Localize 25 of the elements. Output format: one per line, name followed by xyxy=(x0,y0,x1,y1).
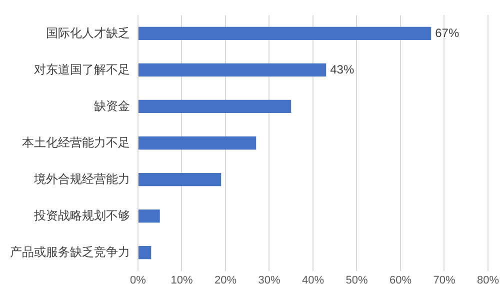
bar xyxy=(138,136,256,150)
bar xyxy=(138,172,222,186)
x-tick-label: 50% xyxy=(346,274,368,286)
y-tick-label: 国际化人才缺乏 xyxy=(46,26,130,40)
data-label: 67% xyxy=(435,26,460,40)
y-tick-label: 对东道国了解不足 xyxy=(34,62,130,76)
y-tick-label: 缺资金 xyxy=(94,98,130,113)
x-tick-label: 10% xyxy=(170,274,193,286)
x-tick-label: 40% xyxy=(302,274,324,286)
bar xyxy=(138,209,160,223)
data-label: 43% xyxy=(330,62,354,76)
x-tick-label: 80% xyxy=(476,274,500,286)
y-tick-label: 投资战略规划不够 xyxy=(33,208,130,222)
x-tick-label: 0% xyxy=(130,274,146,286)
x-tick-label: 20% xyxy=(214,274,237,286)
x-tick-label: 60% xyxy=(389,274,412,286)
y-tick-label: 境外合规经营能力 xyxy=(33,172,130,186)
y-tick-label: 产品或服务缺乏竞争力 xyxy=(10,244,130,259)
bar xyxy=(138,26,432,40)
bar xyxy=(138,63,326,77)
x-tick-label: 30% xyxy=(258,274,280,286)
x-tick-label: 70% xyxy=(433,274,456,286)
bar xyxy=(138,100,292,114)
bar xyxy=(138,246,152,260)
y-tick-label: 本土化经营能力不足 xyxy=(22,135,130,150)
